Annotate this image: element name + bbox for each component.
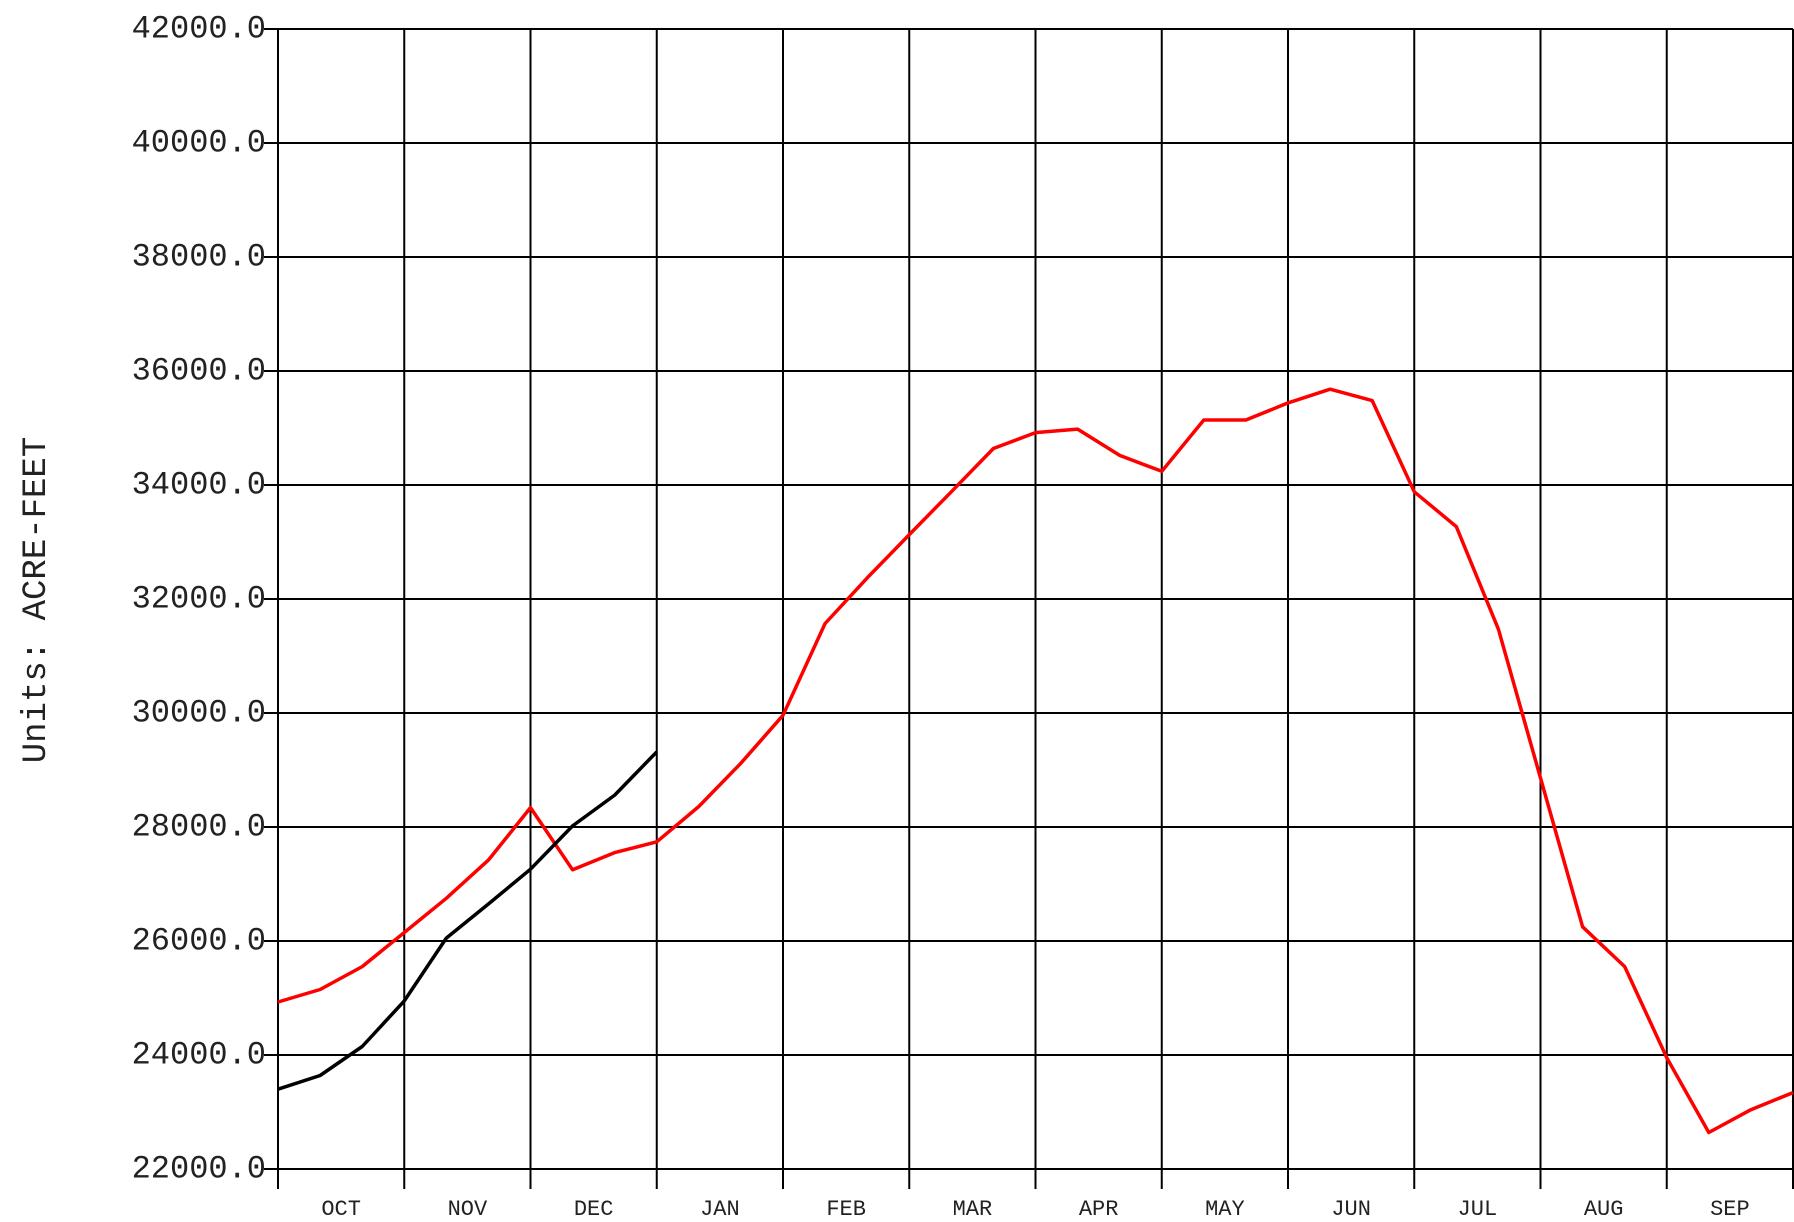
x-tick-label: DEC (574, 1197, 614, 1222)
x-tick-label: APR (1079, 1197, 1119, 1222)
y-tick-label: 40000.0 (132, 124, 266, 161)
x-tick-label: JUN (1331, 1197, 1371, 1222)
y-tick-label: 28000.0 (132, 808, 266, 845)
y-axis-label: Units: ACRE-FEET (18, 437, 56, 763)
y-tick-label: 38000.0 (132, 238, 266, 275)
series-line (277, 387, 1794, 1135)
x-tick-label: SEP (1710, 1197, 1750, 1222)
y-tick-label: 42000.0 (132, 10, 266, 47)
x-tick-label: NOV (448, 1197, 488, 1222)
x-tick-label: OCT (321, 1197, 361, 1222)
x-tick-label: AUG (1584, 1197, 1624, 1222)
x-tick-label: JAN (700, 1197, 740, 1222)
y-tick-label: 30000.0 (132, 694, 266, 731)
y-tick-label: 24000.0 (132, 1036, 266, 1073)
y-tick-label: 36000.0 (132, 352, 266, 389)
y-tick-label: 32000.0 (132, 580, 266, 617)
y-tick-label: 26000.0 (132, 922, 266, 959)
x-tick-label: MAY (1205, 1197, 1245, 1222)
y-tick-label: 22000.0 (132, 1150, 266, 1187)
x-tick-label: JUL (1458, 1197, 1498, 1222)
series-line (277, 750, 659, 1091)
x-tick-label: MAR (953, 1197, 993, 1222)
x-tick-label: FEB (826, 1197, 866, 1222)
y-tick-label: 34000.0 (132, 466, 266, 503)
